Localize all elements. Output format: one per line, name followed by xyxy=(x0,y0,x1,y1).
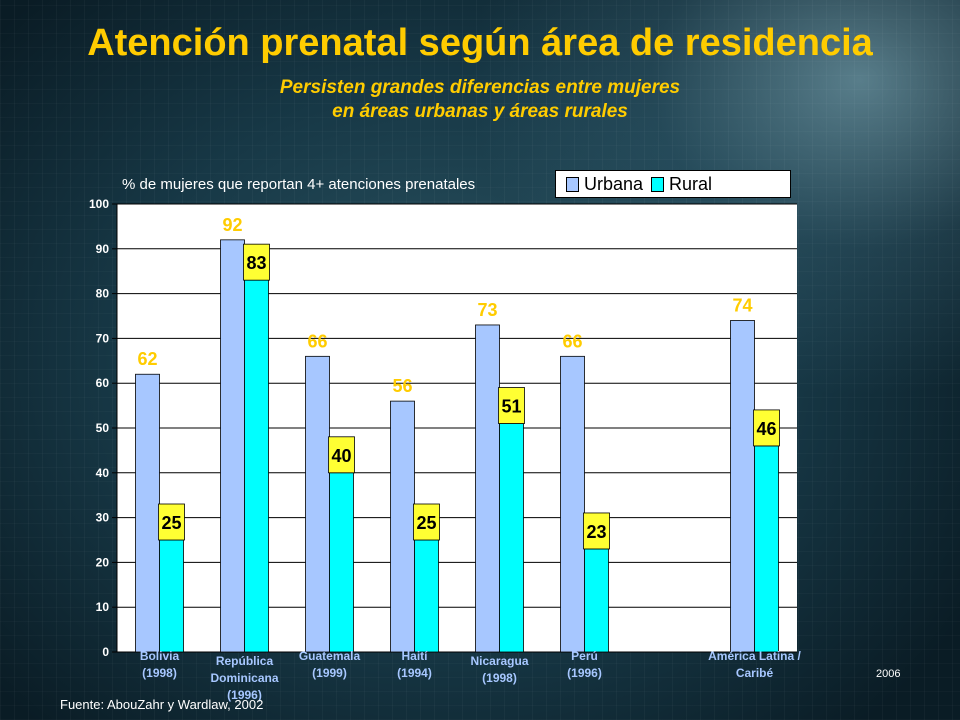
data-label-rural: 51 xyxy=(501,397,521,417)
page-subtitle: Persisten grandes diferencias entre muje… xyxy=(180,76,780,124)
chart-legend: Urbana Rural xyxy=(555,170,791,198)
data-label-box xyxy=(328,436,355,474)
x-tick-label: Bolivia (1998) xyxy=(140,649,180,680)
data-label-box xyxy=(498,387,525,424)
x-tick-label-line: Caribé xyxy=(736,666,774,680)
legend-label-urbana: Urbana xyxy=(584,173,644,194)
subtitle-line-2: en áreas urbanas y áreas rurales xyxy=(332,101,628,122)
y-tick-label: 30 xyxy=(96,511,110,525)
data-label-box xyxy=(158,503,185,541)
bar-rural xyxy=(414,539,439,653)
data-label-urbana: 66 xyxy=(307,331,327,351)
bar-rural xyxy=(244,279,269,653)
data-label-rural: 46 xyxy=(756,419,776,439)
x-tick-label-line: Nicaragua xyxy=(470,654,528,668)
bar-urbana xyxy=(305,355,330,653)
y-axis-label: % de mujeres que reportan 4+ atenciones … xyxy=(122,176,476,193)
x-tick-label-line: Guatemala xyxy=(299,649,361,663)
bar-rural xyxy=(159,539,184,653)
legend-item-rural: Rural xyxy=(651,174,712,195)
data-label-urbana: 74 xyxy=(732,295,752,315)
bar-urbana xyxy=(390,400,415,653)
data-label-rural: 23 xyxy=(586,522,606,542)
y-tick-label: 90 xyxy=(96,242,110,256)
bar-urbana xyxy=(560,355,585,653)
data-label-urbana: 73 xyxy=(477,300,497,320)
data-label-urbana: 66 xyxy=(562,331,582,351)
legend-swatch-urbana xyxy=(566,176,579,192)
y-tick-label: 10 xyxy=(96,600,110,614)
y-tick-label: 70 xyxy=(96,331,110,345)
x-tick-label-line: Perú xyxy=(571,649,598,663)
x-tick-label: Haití (1994) xyxy=(397,649,432,680)
y-tick-label: 100 xyxy=(89,197,109,211)
y-tick-label: 80 xyxy=(96,287,110,301)
data-label-rural: 83 xyxy=(246,253,266,273)
y-tick-label: 50 xyxy=(96,421,110,435)
x-tick-label-line: Haití xyxy=(401,649,428,663)
year-note: 2006 xyxy=(876,668,901,680)
legend-item-urbana: Urbana xyxy=(566,174,643,195)
legend-swatch-rural xyxy=(651,176,665,192)
x-tick-label-line: (1998) xyxy=(482,671,517,685)
x-tick-label-line: (1996) xyxy=(567,666,602,680)
x-tick-label-line: (1996) xyxy=(227,688,262,702)
data-label-rural: 40 xyxy=(331,446,351,466)
bar-rural xyxy=(329,472,354,653)
y-tick-label: 20 xyxy=(96,555,110,569)
subtitle-line-1: Persisten grandes diferencias entre muje… xyxy=(279,77,681,98)
x-tick-label-line: (1994) xyxy=(397,666,432,680)
x-tick-label-line: Dominicana xyxy=(210,671,278,685)
x-tick-label-line: República xyxy=(216,654,274,668)
bar-rural xyxy=(499,423,524,653)
bar-urbana xyxy=(475,324,500,653)
x-tick-label: Guatemala (1999) xyxy=(299,649,361,680)
y-tick-label: 0 xyxy=(102,645,109,659)
data-label-urbana: 56 xyxy=(392,376,412,396)
bar-urbana xyxy=(135,373,160,653)
data-label-box xyxy=(413,503,440,541)
page-title: Atención prenatal según área de residenc… xyxy=(87,22,873,64)
data-label-box xyxy=(243,243,270,281)
data-label-urbana: 92 xyxy=(222,215,242,235)
x-tick-label: Perú (1996) xyxy=(567,649,602,680)
legend-label-rural: Rural xyxy=(669,173,713,194)
data-label-box xyxy=(753,409,780,447)
y-tick-label: 60 xyxy=(96,376,110,390)
x-tick-label-line: América Latina / xyxy=(708,649,801,663)
x-tick-label-line: Bolivia xyxy=(140,649,180,663)
source-note: Fuente: AbouZahr y Wardlaw, 2002 xyxy=(60,697,264,712)
bar-rural xyxy=(754,445,779,653)
data-label-urbana: 62 xyxy=(137,349,157,369)
x-tick-label-line: (1999) xyxy=(312,666,347,680)
bar-urbana xyxy=(730,320,755,653)
x-tick-label-line: (1998) xyxy=(142,666,177,680)
data-label-rural: 25 xyxy=(416,513,436,533)
data-label-rural: 25 xyxy=(161,513,181,533)
x-tick-label: Nicaragua (1998) xyxy=(470,654,528,685)
bar-urbana xyxy=(220,239,245,653)
y-tick-label: 40 xyxy=(96,466,110,480)
x-tick-label: América Latina / Caribé xyxy=(708,649,801,680)
data-label-box xyxy=(583,512,610,550)
x-tick-label: República Dominicana (1996) xyxy=(210,654,278,702)
bar-rural xyxy=(584,548,609,653)
